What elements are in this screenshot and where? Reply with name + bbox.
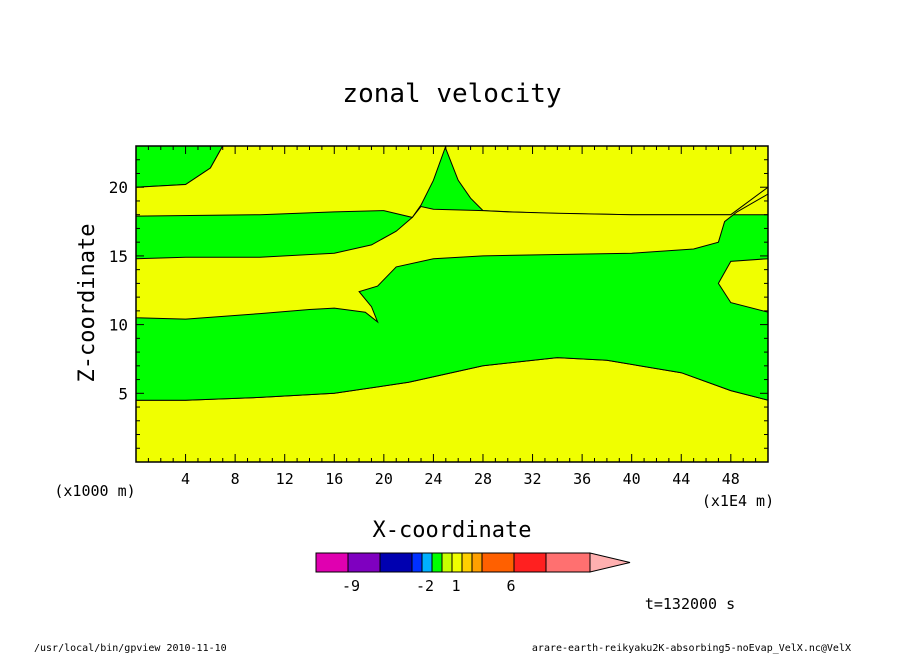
colorbar-segment: [481, 552, 515, 573]
footer-left: /usr/local/bin/gpview 2010-11-10: [34, 643, 227, 654]
x-axis-label: X-coordinate: [373, 518, 532, 543]
x-tick-label: 4: [181, 470, 190, 488]
x-tick-label: 12: [276, 470, 294, 488]
chart-title: zonal velocity: [342, 79, 561, 109]
colorbar-segment: [441, 552, 453, 573]
x-tick-label: 44: [672, 470, 690, 488]
colorbar-labels: -9 -2 1 6: [342, 577, 516, 595]
x-tick-label: 8: [231, 470, 240, 488]
contour-fills: [136, 146, 768, 462]
x-axis-unit: (x1E4 m): [702, 492, 774, 510]
colorbar-segment: [513, 552, 547, 573]
plot-frame: [135, 145, 769, 463]
colorbar-segment: [411, 552, 423, 573]
x-tick-label: 48: [722, 470, 740, 488]
colorbar: [315, 552, 631, 573]
x-tick-label: 32: [524, 470, 542, 488]
x-tick-label: 40: [623, 470, 641, 488]
colorbar-segment: [431, 552, 443, 573]
x-tick-label: 36: [573, 470, 591, 488]
colorbar-segment: [461, 552, 473, 573]
colorbar-segment: [451, 552, 463, 573]
footer-right: arare-earth-reikyaku2K-absorbing5-noEvap…: [532, 643, 851, 654]
colorbar-label: 1: [451, 577, 460, 595]
colorbar-segment: [471, 552, 483, 573]
colorbar-arrow: [589, 552, 631, 573]
colorbar-segment: [315, 552, 349, 573]
contour-region-2: [136, 186, 768, 324]
colorbar-segment: [347, 552, 381, 573]
colorbar-label: -2: [416, 577, 434, 595]
time-label: t=132000 s: [645, 595, 735, 613]
x-tick-labels: 4 8 12 16 20 24 28 32 36 40 44 48: [181, 470, 740, 488]
y-axis-label: Z-coordinate: [75, 224, 100, 383]
y-tick-label: 5: [118, 384, 128, 403]
x-tick-label: 20: [375, 470, 393, 488]
y-tick-label: 15: [109, 247, 128, 266]
colorbar-segment: [545, 552, 591, 573]
y-axis-unit: (x1000 m): [54, 482, 135, 500]
x-tick-label: 16: [325, 470, 343, 488]
colorbar-segment: [421, 552, 433, 573]
contour-region-3: [136, 146, 447, 218]
x-tick-label: 28: [474, 470, 492, 488]
colorbar-label: 6: [506, 577, 515, 595]
colorbar-label: -9: [342, 577, 360, 595]
y-tick-label: 20: [109, 178, 128, 197]
y-tick-labels: 5 10 15 20: [109, 178, 128, 403]
colorbar-segment: [379, 552, 413, 573]
x-tick-label: 24: [424, 470, 442, 488]
y-tick-label: 10: [109, 316, 128, 335]
